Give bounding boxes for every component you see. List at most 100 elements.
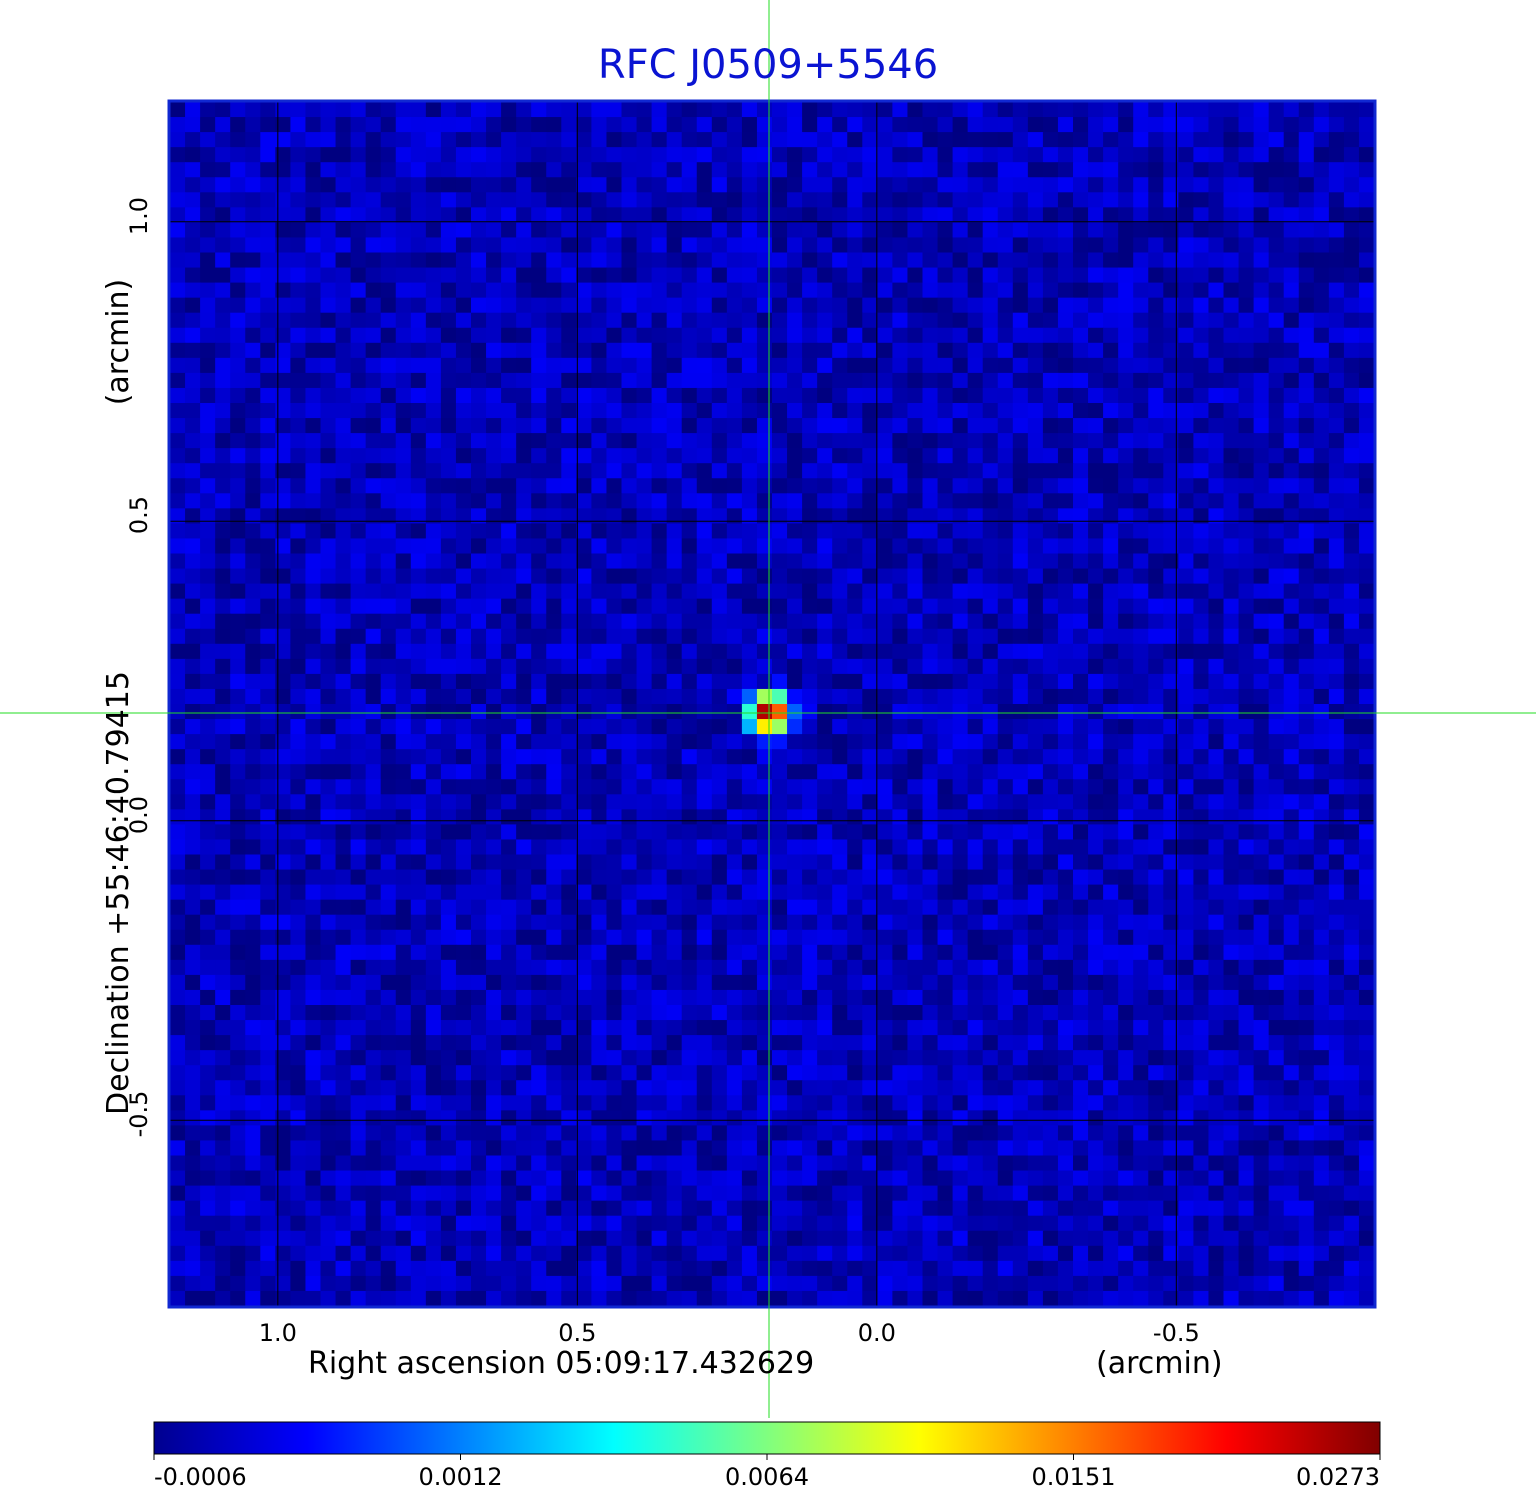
map-pixel bbox=[1118, 899, 1134, 916]
map-pixel bbox=[787, 523, 803, 540]
map-pixel bbox=[365, 222, 382, 239]
map-pixel bbox=[1253, 734, 1270, 750]
map-pixel bbox=[892, 387, 909, 404]
map-pixel bbox=[395, 102, 412, 118]
map-pixel bbox=[1148, 387, 1164, 404]
map-pixel bbox=[290, 779, 307, 795]
map-pixel bbox=[501, 237, 517, 254]
map-pixel bbox=[937, 418, 954, 434]
map-pixel bbox=[501, 643, 517, 660]
map-pixel bbox=[1073, 914, 1089, 931]
map-pixel bbox=[756, 568, 773, 585]
map-pixel bbox=[756, 583, 773, 600]
map-pixel bbox=[847, 989, 863, 1006]
map-pixel bbox=[305, 463, 322, 479]
map-pixel bbox=[425, 177, 442, 193]
map-pixel bbox=[170, 403, 186, 419]
map-pixel bbox=[696, 147, 713, 163]
map-pixel bbox=[170, 523, 186, 540]
map-pixel bbox=[1358, 628, 1374, 645]
map-pixel bbox=[1253, 944, 1270, 961]
map-pixel bbox=[937, 974, 954, 991]
map-pixel bbox=[591, 162, 608, 178]
map-pixel bbox=[425, 267, 442, 284]
map-pixel bbox=[1193, 628, 1210, 645]
map-pixel bbox=[1268, 508, 1285, 524]
map-pixel bbox=[802, 297, 818, 314]
map-pixel bbox=[1223, 583, 1240, 600]
map-pixel bbox=[1238, 297, 1255, 314]
map-pixel bbox=[982, 312, 999, 329]
map-pixel bbox=[290, 267, 307, 284]
map-pixel bbox=[591, 132, 608, 148]
map-pixel bbox=[531, 688, 547, 705]
map-pixel bbox=[952, 583, 969, 600]
map-pixel bbox=[516, 327, 532, 344]
map-pixel bbox=[1358, 809, 1374, 825]
map-pixel bbox=[1118, 312, 1134, 329]
map-pixel bbox=[1343, 673, 1360, 690]
map-pixel bbox=[320, 538, 337, 555]
map-pixel bbox=[410, 914, 427, 931]
map-pixel bbox=[591, 403, 608, 419]
map-pixel bbox=[1042, 719, 1059, 735]
map-pixel bbox=[636, 884, 653, 901]
map-pixel bbox=[1298, 854, 1315, 871]
map-pixel bbox=[681, 538, 698, 555]
map-pixel bbox=[1057, 252, 1074, 269]
map-pixel bbox=[772, 1020, 788, 1036]
map-pixel bbox=[711, 342, 728, 359]
map-pixel bbox=[365, 237, 382, 254]
map-pixel bbox=[636, 643, 653, 660]
map-pixel bbox=[967, 207, 984, 223]
map-pixel bbox=[666, 643, 683, 660]
map-pixel bbox=[380, 132, 397, 148]
map-pixel bbox=[832, 147, 848, 163]
map-pixel bbox=[1223, 869, 1240, 886]
map-pixel bbox=[621, 282, 638, 299]
map-pixel bbox=[576, 147, 592, 163]
map-pixel bbox=[350, 628, 367, 645]
map-pixel bbox=[531, 463, 547, 479]
map-pixel bbox=[501, 628, 517, 645]
map-pixel bbox=[741, 779, 758, 795]
map-pixel bbox=[666, 387, 683, 404]
map-pixel bbox=[756, 854, 773, 871]
map-pixel bbox=[1057, 628, 1074, 645]
map-pixel bbox=[937, 764, 954, 780]
map-pixel bbox=[335, 764, 352, 780]
map-pixel bbox=[1163, 237, 1179, 254]
map-pixel bbox=[922, 342, 939, 359]
map-pixel bbox=[922, 989, 939, 1006]
map-pixel bbox=[486, 493, 502, 509]
map-pixel bbox=[440, 132, 457, 148]
map-pixel bbox=[290, 749, 307, 765]
map-pixel bbox=[877, 658, 893, 675]
map-pixel bbox=[1283, 704, 1300, 720]
map-pixel bbox=[1328, 297, 1345, 314]
map-pixel bbox=[681, 252, 698, 269]
map-pixel bbox=[1298, 508, 1315, 524]
map-pixel bbox=[847, 237, 863, 254]
map-pixel bbox=[847, 403, 863, 419]
map-pixel bbox=[200, 959, 216, 976]
map-pixel bbox=[997, 387, 1014, 404]
map-pixel bbox=[952, 643, 969, 660]
map-pixel bbox=[922, 538, 939, 555]
map-pixel bbox=[1178, 613, 1194, 630]
map-pixel bbox=[260, 628, 276, 645]
map-pixel bbox=[681, 433, 698, 449]
map-pixel bbox=[1057, 658, 1074, 675]
map-pixel bbox=[1343, 463, 1360, 479]
map-pixel bbox=[1012, 372, 1029, 389]
map-pixel bbox=[501, 117, 517, 133]
map-pixel bbox=[1283, 433, 1300, 449]
map-pixel bbox=[1328, 899, 1345, 916]
map-pixel bbox=[1268, 989, 1285, 1006]
map-pixel bbox=[1088, 237, 1104, 254]
map-pixel bbox=[952, 433, 969, 449]
map-pixel bbox=[1298, 267, 1315, 284]
map-pixel bbox=[245, 824, 261, 841]
map-pixel bbox=[576, 643, 592, 660]
map-pixel bbox=[1027, 222, 1044, 239]
